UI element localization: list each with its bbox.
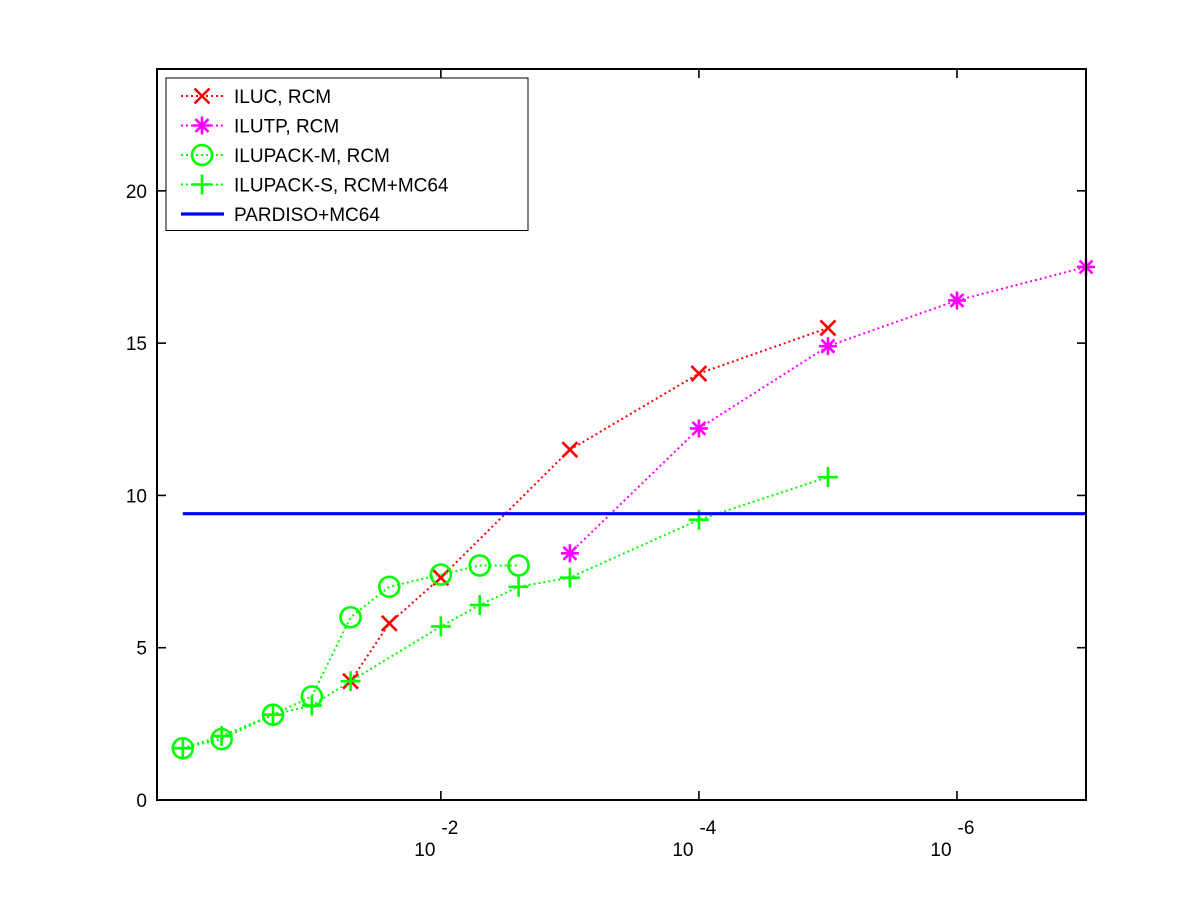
x-tick-label-base-2: 10 (930, 840, 951, 861)
y-tick-label-1: 5 (136, 639, 147, 660)
point-2-8 (507, 554, 530, 577)
point-1-3 (947, 291, 966, 310)
point-3-8 (559, 567, 580, 588)
legend-entry-4: PARDISO+MC64 (181, 205, 380, 226)
series-line-1 (569, 266, 1087, 555)
point-1-2 (818, 337, 837, 356)
point-3-7 (508, 576, 529, 597)
point-2-7 (468, 554, 492, 577)
x-tick-label-exp-0: -2 (441, 818, 458, 839)
point-3-5 (430, 616, 451, 637)
point-0-4 (690, 365, 708, 383)
legend-marker-0 (193, 87, 211, 105)
y-tick-label-3: 15 (126, 334, 147, 355)
legend-entry-0: ILUC, RCM (181, 87, 331, 108)
point-0-1 (380, 614, 398, 632)
legend-label-4: PARDISO+MC64 (234, 205, 380, 226)
point-3-0 (172, 738, 193, 759)
point-3-1 (211, 726, 232, 747)
legend: ILUC, RCM ILUTP, RCM ILUPACK-M, RCM ILUPACK… (165, 77, 529, 231)
legend-entry-1: ILUTP, RCM (181, 116, 339, 138)
y-tick-label-4: 20 (126, 182, 147, 203)
x-tick-label-base-0: 10 (414, 840, 435, 861)
point-2-5 (377, 575, 401, 599)
legend-label-3: ILUPACK-S, RCM+MC64 (234, 176, 449, 197)
point-1-0 (560, 544, 579, 563)
series-2 (171, 554, 530, 760)
axis-layer: 0 5 10 15 20 10 -2 10 -4 10 -6 (126, 69, 1086, 861)
legend-entry-2: ILUPACK-M, RCM (181, 143, 390, 167)
legend-label-2: ILUPACK-M, RCM (234, 146, 390, 167)
point-1-1 (689, 419, 708, 438)
legend-box (165, 77, 529, 231)
series-line-2 (182, 564, 519, 750)
point-3-6 (469, 595, 490, 616)
series-0 (342, 319, 837, 690)
y-tick-label-2: 10 (126, 486, 147, 507)
point-0-5 (819, 319, 837, 337)
legend-label-1: ILUTP, RCM (234, 117, 339, 138)
point-3-10 (817, 467, 838, 488)
plot-frame (156, 68, 1087, 801)
legend-marker-2 (190, 143, 214, 167)
point-3-4 (340, 671, 361, 692)
x-tick-label-base-1: 10 (672, 840, 693, 861)
x-tick-label-exp-1: -4 (699, 818, 716, 839)
series-3 (172, 467, 838, 759)
point-3-3 (301, 695, 322, 716)
point-2-4 (339, 605, 362, 629)
y-tick-label-0: 0 (136, 791, 147, 812)
point-3-2 (262, 704, 283, 725)
series-layer (171, 257, 1095, 760)
x-tick-label-exp-2: -6 (958, 818, 975, 839)
legend-marker-3 (192, 174, 212, 195)
legend-label-0: ILUC, RCM (234, 87, 331, 108)
series-line-0 (349, 326, 829, 682)
legend-entry-3: ILUPACK-S, RCM+MC64 (181, 174, 449, 197)
legend-marker-1 (193, 116, 211, 135)
point-2-6 (429, 563, 453, 586)
point-0-3 (561, 441, 579, 459)
series-1 (560, 257, 1095, 563)
